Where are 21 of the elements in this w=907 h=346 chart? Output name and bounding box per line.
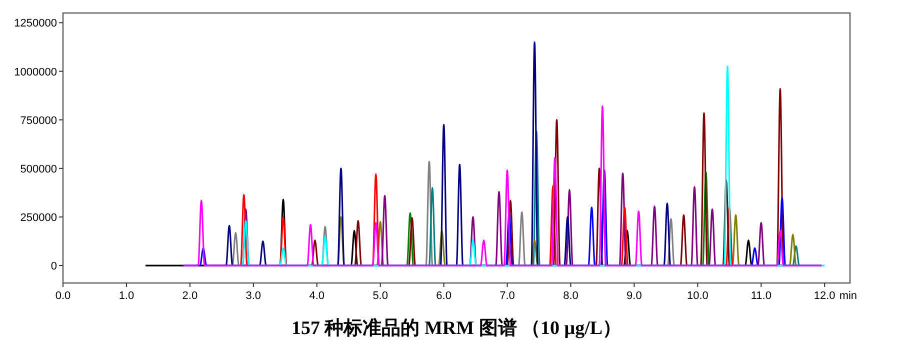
x-axis-title: min [839,290,858,302]
y-tick-label: 1000000 [14,66,57,78]
y-tick-label: 1250000 [14,18,57,30]
x-tick-label: 4.0 [309,290,325,302]
x-tick-label: 5.0 [372,290,388,302]
y-tick-label: 500000 [20,163,57,176]
x-tick-label: 7.0 [500,290,515,302]
x-tick-label: 12.0 [814,290,836,302]
y-tick-label: 0 [50,260,57,273]
x-tick-label: 2.0 [182,290,198,302]
x-tick-label: 11.0 [750,290,772,302]
y-tick-label: 750000 [20,114,57,127]
x-tick-label: 8.0 [563,290,578,302]
x-tick-label: 6.0 [436,290,452,302]
x-tick-label: 10.0 [686,290,708,302]
x-tick-label: 1.0 [118,290,134,302]
x-tick-label: 0.0 [55,290,71,302]
x-tick-label: 3.0 [246,290,262,302]
x-tick-label: 9.0 [626,290,642,302]
y-tick-label: 250000 [20,212,57,224]
text: 157 种标准品的 MRM 图谱 （10 μg/L） [291,317,622,339]
